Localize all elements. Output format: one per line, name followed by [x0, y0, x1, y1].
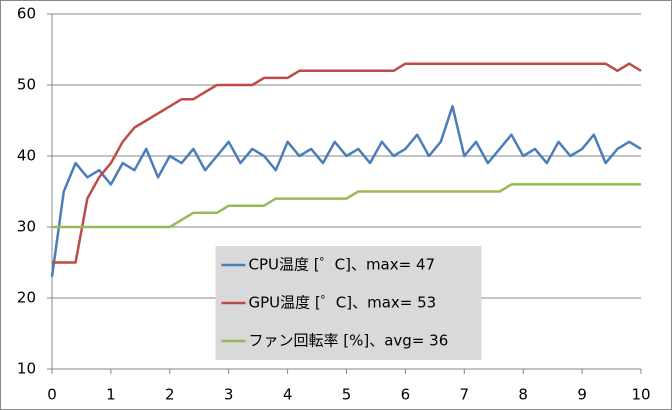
y-tick-label: 10: [17, 360, 36, 378]
x-tick-label: 6: [401, 386, 411, 404]
x-tick-label: 5: [342, 386, 352, 404]
series-line: [52, 62, 642, 264]
series-line: [52, 183, 641, 229]
legend-label: CPU温度 [゜C]、max= 47: [249, 256, 436, 274]
y-tick-label: 20: [17, 289, 36, 307]
x-tick-label: 7: [460, 386, 470, 404]
legend-box: [215, 246, 482, 360]
y-tick-label: 40: [17, 147, 36, 165]
legend-label: ファン回転率 [%]、avg= 36: [249, 332, 449, 350]
x-tick-label: 3: [224, 386, 234, 404]
x-tick-label: 4: [283, 386, 293, 404]
y-tick-label: 30: [17, 218, 36, 236]
x-tick-label: 0: [47, 386, 57, 404]
y-tick-label: 60: [17, 5, 36, 23]
legend: CPU温度 [゜C]、max= 47 GPU温度 [゜C]、max= 53 ファン回…: [215, 246, 482, 360]
x-tick-label: 2: [165, 386, 175, 404]
x-tick-label: 1: [106, 386, 116, 404]
y-tick-label: 50: [17, 76, 36, 94]
x-tick-label: 8: [518, 386, 528, 404]
x-tick-label: 9: [577, 386, 587, 404]
series-line: [50, 105, 642, 277]
legend-label: GPU温度 [゜C]、max= 53: [249, 294, 437, 312]
x-tick-label: 10: [631, 386, 650, 404]
